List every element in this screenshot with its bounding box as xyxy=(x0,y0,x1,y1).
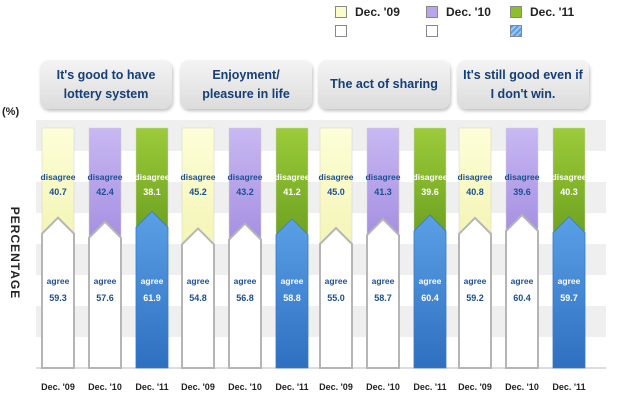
legend-item-09: Dec. '09 xyxy=(335,4,400,37)
label-agree-p1-3: agree xyxy=(141,276,164,286)
legend-swatch-09-agree xyxy=(335,24,347,37)
label-disagree-p2-2: disagree xyxy=(228,172,263,182)
x-tick-p1-1: Dec. '09 xyxy=(41,382,75,392)
label-disagree-p1-1: disagree xyxy=(41,172,76,182)
value-disagree-p2-3: 41.2 xyxy=(283,187,301,197)
value-disagree-p1-1: 40.7 xyxy=(49,187,67,197)
value-disagree-p3-2: 41.3 xyxy=(374,187,392,197)
value-disagree-p2-2: 43.2 xyxy=(236,187,254,197)
value-agree-p1-1: 59.3 xyxy=(49,293,67,303)
value-agree-p3-1: 55.0 xyxy=(327,293,345,303)
value-disagree-p3-3: 39.6 xyxy=(421,187,439,197)
x-tick-p2-2: Dec. '10 xyxy=(228,382,262,392)
value-agree-p2-1: 54.8 xyxy=(189,293,207,303)
legend-label-10: Dec. '10 xyxy=(446,4,491,19)
label-agree-p3-3: agree xyxy=(419,276,442,286)
label-agree-p2-1: agree xyxy=(187,276,210,286)
legend-item-11: Dec. '11 xyxy=(510,4,574,37)
value-disagree-p4-1: 40.8 xyxy=(466,187,484,197)
bar-agree-p3-1 xyxy=(319,226,353,369)
value-disagree-p1-2: 42.4 xyxy=(96,187,114,197)
bar-agree-p2-1 xyxy=(181,227,215,369)
bar-agree-p3-2 xyxy=(366,217,400,369)
x-tick-p2-3: Dec. '11 xyxy=(275,382,308,392)
bar-agree-p3-3 xyxy=(413,214,447,369)
value-agree-p4-2: 60.4 xyxy=(513,293,531,303)
label-agree-p2-2: agree xyxy=(234,276,257,286)
label-disagree-p2-3: disagree xyxy=(275,172,310,182)
label-disagree-p1-3: disagree xyxy=(135,172,170,182)
legend-swatch-10 xyxy=(426,5,438,18)
bar-agree-p1-1 xyxy=(41,216,75,369)
legend-swatch-11-agree xyxy=(510,24,522,37)
bar-agree-p2-3 xyxy=(275,218,309,369)
label-agree-p1-1: agree xyxy=(47,276,70,286)
label-disagree-p4-2: disagree xyxy=(505,172,540,182)
value-disagree-p1-3: 38.1 xyxy=(143,187,161,197)
value-disagree-p4-2: 39.6 xyxy=(513,187,531,197)
label-disagree-p2-1: disagree xyxy=(181,172,216,182)
value-agree-p4-1: 59.2 xyxy=(466,293,484,303)
label-agree-p4-1: agree xyxy=(464,276,487,286)
label-disagree-p1-2: disagree xyxy=(88,172,123,182)
value-agree-p2-3: 58.8 xyxy=(283,293,301,303)
bar-agree-p4-2 xyxy=(505,213,539,369)
x-tick-p3-2: Dec. '10 xyxy=(366,382,400,392)
label-disagree-p3-1: disagree xyxy=(319,172,354,182)
label-agree-p4-2: agree xyxy=(511,276,534,286)
x-tick-p4-2: Dec. '10 xyxy=(505,382,539,392)
value-agree-p2-2: 56.8 xyxy=(236,293,254,303)
legend-swatch-10-agree xyxy=(426,24,438,37)
label-disagree-p4-1: disagree xyxy=(458,172,493,182)
value-agree-p4-3: 59.7 xyxy=(560,293,578,303)
value-agree-p3-3: 60.4 xyxy=(421,293,439,303)
bar-agree-p1-2 xyxy=(88,220,122,369)
legend-swatch-09 xyxy=(335,5,347,18)
label-disagree-p3-2: disagree xyxy=(366,172,401,182)
bar-agree-p4-1 xyxy=(458,216,492,369)
x-tick-p1-2: Dec. '10 xyxy=(88,382,122,392)
value-disagree-p3-1: 45.0 xyxy=(327,187,345,197)
x-tick-p3-1: Dec. '09 xyxy=(319,382,353,392)
legend-swatch-11 xyxy=(510,5,522,18)
value-disagree-p2-1: 45.2 xyxy=(189,187,207,197)
label-agree-p3-1: agree xyxy=(325,276,348,286)
label-disagree-p4-3: disagree xyxy=(552,172,587,182)
value-agree-p3-2: 58.7 xyxy=(374,293,392,303)
x-tick-p2-1: Dec. '09 xyxy=(181,382,215,392)
bar-agree-p1-3 xyxy=(135,210,169,369)
x-tick-p3-3: Dec. '11 xyxy=(413,382,446,392)
panel-title-4: It's still good even if I don't win. xyxy=(457,60,589,109)
label-disagree-p3-3: disagree xyxy=(413,172,448,182)
value-agree-p1-2: 57.6 xyxy=(96,293,114,303)
x-tick-p4-1: Dec. '09 xyxy=(458,382,492,392)
x-tick-p1-3: Dec. '11 xyxy=(135,382,168,392)
label-agree-p4-3: agree xyxy=(558,276,581,286)
label-agree-p3-2: agree xyxy=(372,276,395,286)
label-agree-p2-3: agree xyxy=(281,276,304,286)
panel-title-2: Enjoyment/ pleasure in life xyxy=(180,60,312,109)
bar-agree-p4-3 xyxy=(552,216,586,369)
bar-agree-p2-2 xyxy=(228,222,262,369)
y-unit-label: (%) xyxy=(2,106,20,118)
panel-title-3: The act of sharing xyxy=(318,60,450,109)
label-agree-p1-2: agree xyxy=(94,276,117,286)
legend-item-10: Dec. '10 xyxy=(426,4,491,37)
x-tick-p4-3: Dec. '11 xyxy=(552,382,585,392)
panel-title-1: It's good to have lottery system xyxy=(40,60,172,109)
value-disagree-p4-3: 40.3 xyxy=(560,187,578,197)
legend-label-11: Dec. '11 xyxy=(530,4,575,19)
legend-label-09: Dec. '09 xyxy=(355,4,400,19)
value-agree-p1-3: 61.9 xyxy=(143,293,161,303)
